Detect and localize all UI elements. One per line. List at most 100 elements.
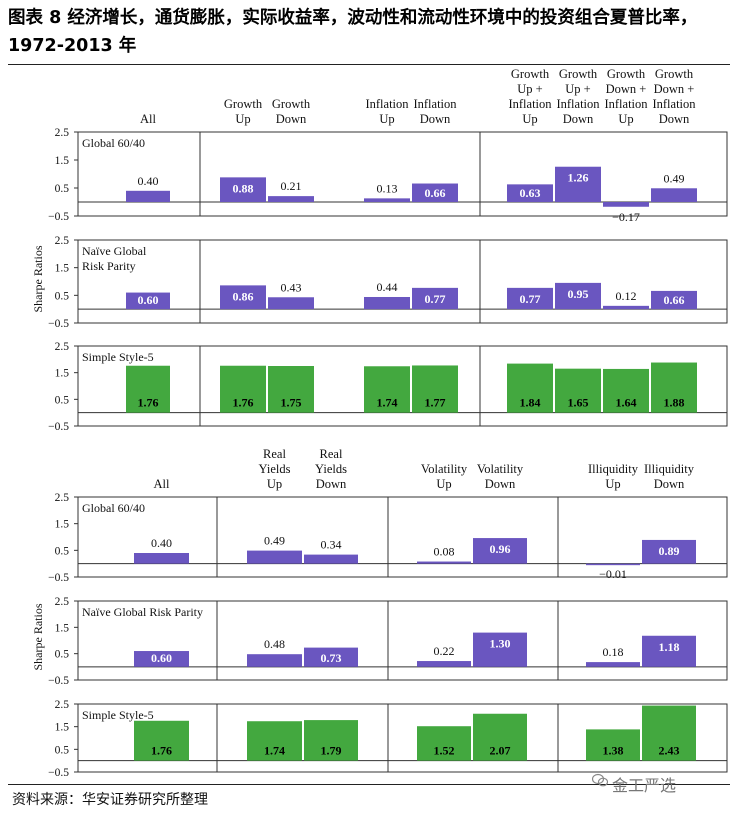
bar xyxy=(126,292,170,310)
bar xyxy=(134,651,189,667)
bar xyxy=(126,190,170,202)
panel-frame xyxy=(77,496,728,578)
column-header: Down + xyxy=(606,82,647,96)
bar xyxy=(220,285,266,310)
panel-1: 2.5 1.5 0.5 −0.5 Global 60/40 0.40 0.88 0.21 0.1… xyxy=(48,127,728,224)
data-label: 2.43 xyxy=(659,744,680,758)
panel-1: 2.5 1.5 0.5 −0.5 Global 60/40 0.40 0.49 0.34 0.0… xyxy=(48,492,728,584)
source-rule xyxy=(8,784,730,785)
column-header: Real xyxy=(263,447,286,461)
bar xyxy=(642,635,696,667)
data-label: 0.49 xyxy=(264,534,285,548)
y-tick-label: 2.5 xyxy=(55,341,70,353)
bar xyxy=(220,365,266,413)
y-tick-label: 0.5 xyxy=(55,649,70,661)
y-tick-label: 0.5 xyxy=(55,744,70,756)
data-label: 0.60 xyxy=(151,651,172,665)
data-label: 1.74 xyxy=(377,396,398,410)
y-tick-label: 2.5 xyxy=(55,127,70,139)
column-header: Inflation xyxy=(508,97,552,111)
column-header: Growth xyxy=(511,67,550,81)
y-tick-label: 1.5 xyxy=(55,263,70,275)
data-label: 0.95 xyxy=(568,287,589,301)
bar xyxy=(586,729,640,761)
y-tick-label: 2.5 xyxy=(55,699,70,711)
data-label: 0.88 xyxy=(233,181,254,195)
data-label: 1.64 xyxy=(616,396,637,410)
y-tick-label: −0.5 xyxy=(48,318,69,330)
column-header: All xyxy=(154,477,171,491)
data-label: 1.52 xyxy=(434,744,455,758)
data-label: 0.13 xyxy=(377,181,398,195)
column-header: Illiquidity xyxy=(588,462,639,476)
bar xyxy=(268,366,314,413)
column-header: Inflation xyxy=(413,97,457,111)
data-label: 0.66 xyxy=(664,293,685,307)
y-tick-label: −0.5 xyxy=(48,421,69,433)
bar xyxy=(364,366,410,413)
bar xyxy=(364,198,410,202)
data-label: 0.77 xyxy=(425,292,446,306)
figure-1: AllGrowthUpGrowthDownInflationUpInflatio… xyxy=(31,67,728,433)
y-tick-label: 0.5 xyxy=(55,183,70,195)
bar xyxy=(247,721,302,761)
column-header: Up xyxy=(436,477,451,491)
data-label: 0.40 xyxy=(151,536,172,550)
bar xyxy=(642,539,696,564)
data-label: 0.08 xyxy=(434,545,455,559)
y-tick-label: 2.5 xyxy=(55,492,70,504)
column-header: Down + xyxy=(654,82,695,96)
y-tick-label: −0.5 xyxy=(48,767,69,779)
bar xyxy=(304,647,358,667)
column-header: Yields xyxy=(315,462,347,476)
bar xyxy=(247,550,302,564)
bar xyxy=(473,632,527,667)
column-header: Up xyxy=(522,112,537,126)
data-label: 0.60 xyxy=(138,293,159,307)
bar xyxy=(603,368,649,413)
bar xyxy=(304,720,358,761)
data-label: 0.40 xyxy=(138,174,159,188)
bar xyxy=(134,553,189,564)
series-name: Global 60/40 xyxy=(82,501,145,515)
bar xyxy=(651,362,697,413)
figure-2: AllRealYieldsUpRealYieldsDownVolatilityU… xyxy=(31,447,728,779)
data-label: −0.01 xyxy=(599,567,627,581)
column-header: Growth xyxy=(559,67,598,81)
data-label: 1.84 xyxy=(520,396,541,410)
bar xyxy=(555,166,601,202)
panel-frame xyxy=(77,131,728,217)
data-label: 1.76 xyxy=(138,396,159,410)
column-header: Yields xyxy=(259,462,291,476)
data-label: 1.76 xyxy=(151,744,172,758)
column-header: Growth xyxy=(607,67,646,81)
data-label: 0.77 xyxy=(520,292,541,306)
y-tick-label: −0.5 xyxy=(48,211,69,223)
y-tick-label: 2.5 xyxy=(55,596,70,608)
data-label: 1.38 xyxy=(603,744,624,758)
y-tick-label: 2.5 xyxy=(55,235,70,247)
y-tick-label: 0.5 xyxy=(55,290,70,302)
bar xyxy=(555,368,601,413)
data-label: 1.65 xyxy=(568,396,589,410)
data-label: 0.63 xyxy=(520,186,541,200)
data-label: 0.18 xyxy=(603,645,624,659)
column-header: Down xyxy=(659,112,690,126)
panel-frame xyxy=(77,345,728,427)
y-axis-label: Sharpe Ratios xyxy=(31,603,45,670)
bar xyxy=(220,177,266,202)
column-header: Inflation xyxy=(652,97,696,111)
bar xyxy=(507,184,553,202)
column-header: Volatility xyxy=(421,462,468,476)
data-label: 1.74 xyxy=(264,744,285,758)
panel-frame xyxy=(77,239,728,324)
data-label: 0.44 xyxy=(377,280,398,294)
data-label: 1.88 xyxy=(664,396,685,410)
series-name: Risk Parity xyxy=(82,259,136,273)
bar xyxy=(586,662,640,667)
panel-frame xyxy=(77,703,728,773)
panel-frame xyxy=(77,600,728,681)
wechat-icon xyxy=(592,773,608,787)
data-label: 0.21 xyxy=(281,179,302,193)
